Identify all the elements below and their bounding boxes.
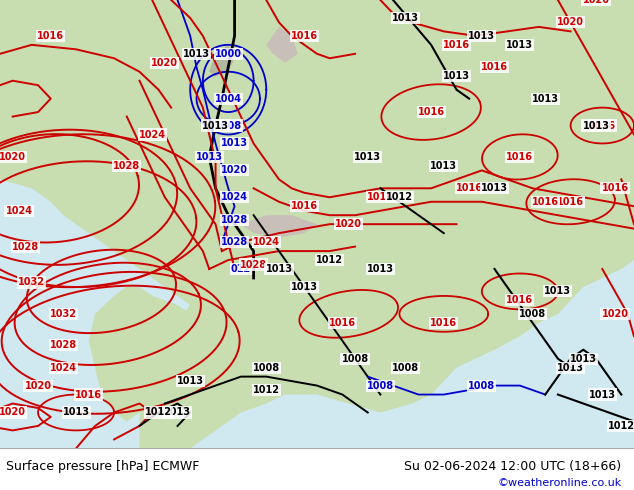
Text: 1012: 1012 xyxy=(386,192,413,202)
Text: 1020: 1020 xyxy=(152,58,178,68)
Text: 1008: 1008 xyxy=(215,121,242,130)
Text: 1013: 1013 xyxy=(589,390,616,399)
Text: 1013: 1013 xyxy=(532,94,559,104)
Text: 1008: 1008 xyxy=(519,309,546,319)
Text: 1012: 1012 xyxy=(253,385,280,395)
Text: 1013: 1013 xyxy=(469,31,495,41)
Text: 1024: 1024 xyxy=(6,206,32,216)
Polygon shape xyxy=(247,0,355,193)
Text: 1013: 1013 xyxy=(221,139,248,148)
Text: 1012: 1012 xyxy=(608,421,634,431)
Polygon shape xyxy=(190,72,235,152)
Text: 1008: 1008 xyxy=(253,363,280,373)
Text: 1013: 1013 xyxy=(164,408,191,417)
Text: 1016: 1016 xyxy=(329,318,356,328)
Polygon shape xyxy=(165,98,184,135)
Text: 1016: 1016 xyxy=(75,390,102,399)
Polygon shape xyxy=(241,215,317,238)
Text: 1013: 1013 xyxy=(545,287,571,296)
Text: 1016: 1016 xyxy=(507,295,533,305)
Text: 1020: 1020 xyxy=(583,0,609,5)
Text: 1013: 1013 xyxy=(202,121,229,130)
Text: 1013: 1013 xyxy=(443,71,470,81)
Text: 1016: 1016 xyxy=(291,31,318,41)
Text: 1024: 1024 xyxy=(221,192,248,202)
Text: 1013: 1013 xyxy=(196,152,223,162)
Text: 1016: 1016 xyxy=(367,192,394,202)
Text: 1016: 1016 xyxy=(507,152,533,162)
Text: 1032: 1032 xyxy=(18,277,45,288)
Text: 1013: 1013 xyxy=(63,408,89,417)
Text: 1028: 1028 xyxy=(113,161,140,171)
Text: 1013: 1013 xyxy=(570,354,597,364)
Text: 1016: 1016 xyxy=(557,197,584,207)
Text: 1020: 1020 xyxy=(0,152,26,162)
Text: 1012: 1012 xyxy=(145,408,172,417)
Text: 1013: 1013 xyxy=(354,152,381,162)
Text: 1008: 1008 xyxy=(469,381,495,391)
Text: 1016: 1016 xyxy=(37,31,64,41)
Text: 1020: 1020 xyxy=(335,219,362,229)
Text: 1016: 1016 xyxy=(430,318,457,328)
Polygon shape xyxy=(89,287,203,421)
Text: 1028: 1028 xyxy=(50,340,77,350)
Text: 1028: 1028 xyxy=(12,242,39,251)
Text: 1013: 1013 xyxy=(367,264,394,274)
Text: 1016: 1016 xyxy=(291,201,318,211)
Text: 1020: 1020 xyxy=(221,165,248,175)
Text: 1020: 1020 xyxy=(602,309,628,319)
Text: Surface pressure [hPa] ECMWF: Surface pressure [hPa] ECMWF xyxy=(6,460,200,473)
Text: 1024: 1024 xyxy=(253,237,280,247)
Text: 1012: 1012 xyxy=(316,255,343,265)
Text: 1020: 1020 xyxy=(0,408,26,417)
Text: 1020: 1020 xyxy=(25,381,51,391)
Text: 1013: 1013 xyxy=(266,264,292,274)
Text: 1008: 1008 xyxy=(392,363,419,373)
Text: 1013: 1013 xyxy=(430,161,457,171)
Text: 1008: 1008 xyxy=(342,354,368,364)
Text: 1013: 1013 xyxy=(583,121,609,130)
Text: 1013: 1013 xyxy=(481,183,508,194)
Text: 1020: 1020 xyxy=(557,18,584,27)
Polygon shape xyxy=(266,27,298,63)
Text: 1016: 1016 xyxy=(443,40,470,50)
Polygon shape xyxy=(209,45,235,76)
Text: 1000: 1000 xyxy=(215,49,242,59)
Text: 1024: 1024 xyxy=(139,129,165,140)
Text: 1016: 1016 xyxy=(532,197,559,207)
Text: 1013: 1013 xyxy=(507,40,533,50)
Text: 1028: 1028 xyxy=(221,215,248,225)
Text: Su 02-06-2024 12:00 UTC (18+66): Su 02-06-2024 12:00 UTC (18+66) xyxy=(404,460,621,473)
Text: 1013: 1013 xyxy=(557,363,584,373)
Text: ©weatheronline.co.uk: ©weatheronline.co.uk xyxy=(497,478,621,488)
Text: 1013: 1013 xyxy=(177,376,204,386)
Text: 1004: 1004 xyxy=(215,94,242,104)
Text: 1028: 1028 xyxy=(221,237,248,247)
Text: 1016: 1016 xyxy=(456,183,482,194)
Polygon shape xyxy=(0,0,634,448)
Text: 1016: 1016 xyxy=(481,62,508,72)
Text: 1028: 1028 xyxy=(240,260,267,270)
Text: 1013: 1013 xyxy=(183,49,210,59)
Text: 1016: 1016 xyxy=(602,183,628,194)
Text: 1013: 1013 xyxy=(392,13,419,23)
Text: 1024: 1024 xyxy=(50,363,77,373)
Text: 1016: 1016 xyxy=(589,121,616,130)
Text: 1016: 1016 xyxy=(418,107,444,117)
Text: 1032: 1032 xyxy=(50,309,77,319)
Text: 012: 012 xyxy=(231,264,251,274)
Text: 1013: 1013 xyxy=(291,282,318,292)
Text: 1008: 1008 xyxy=(367,381,394,391)
